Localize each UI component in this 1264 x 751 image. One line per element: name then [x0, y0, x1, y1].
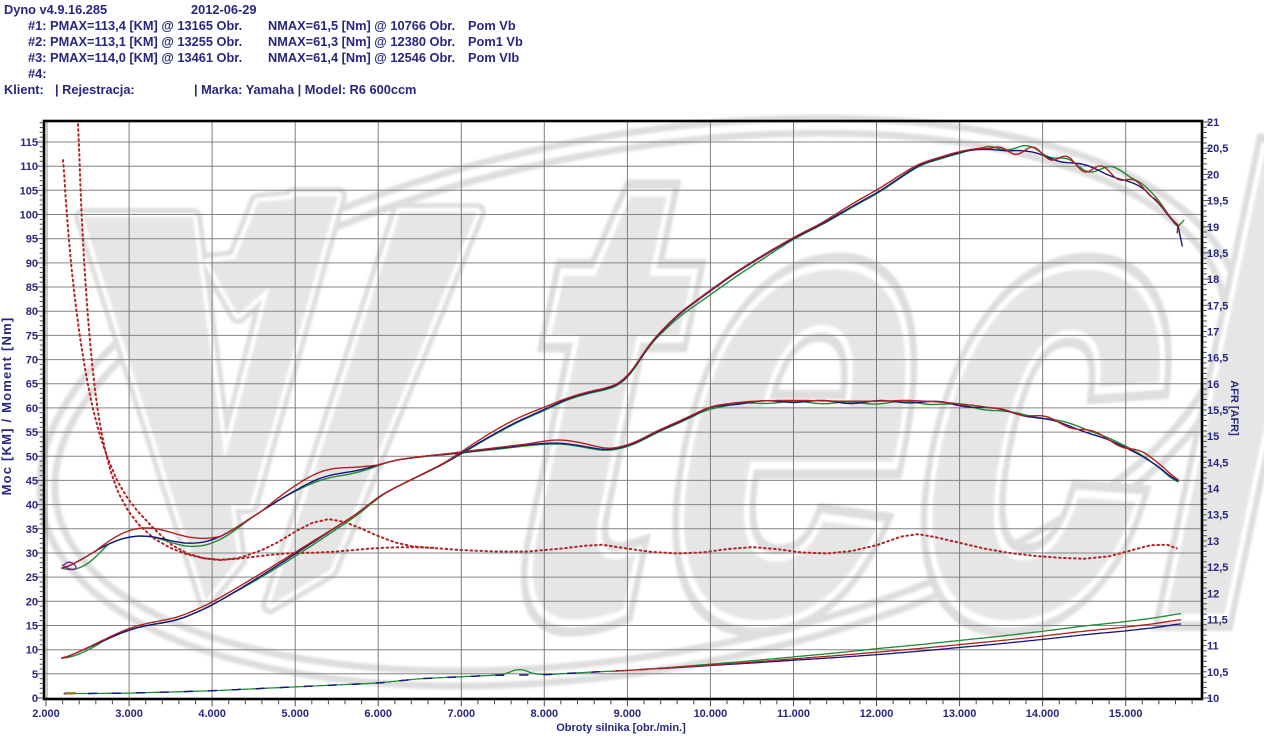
svg-text:AFR [AFR]: AFR [AFR] [1228, 380, 1240, 436]
svg-text:14,5: 14,5 [1207, 457, 1228, 469]
svg-text:11: 11 [1207, 641, 1219, 653]
svg-text:70: 70 [26, 355, 38, 367]
svg-text:55: 55 [26, 427, 38, 439]
svg-text:17,5: 17,5 [1207, 300, 1228, 312]
svg-text:3.000: 3.000 [115, 708, 143, 720]
svg-text:95: 95 [26, 234, 38, 246]
svg-text:12.000: 12.000 [860, 708, 894, 720]
svg-text:19: 19 [1207, 222, 1219, 234]
svg-text:15.000: 15.000 [1109, 708, 1143, 720]
svg-text:16,5: 16,5 [1207, 353, 1228, 365]
svg-text:20: 20 [1207, 169, 1219, 181]
svg-text:10: 10 [26, 645, 38, 657]
svg-text:85: 85 [26, 282, 38, 294]
svg-text:7.000: 7.000 [448, 708, 476, 720]
svg-text:90: 90 [26, 258, 38, 270]
svg-text:6.000: 6.000 [364, 708, 392, 720]
svg-text:11,5: 11,5 [1207, 615, 1228, 627]
svg-text:Moc [KM] / Moment [Nm]: Moc [KM] / Moment [Nm] [0, 317, 14, 496]
svg-text:20,5: 20,5 [1207, 143, 1228, 155]
svg-text:25: 25 [26, 572, 38, 584]
svg-text:15: 15 [26, 621, 38, 633]
svg-text:4.000: 4.000 [198, 708, 226, 720]
svg-text:100: 100 [20, 210, 38, 222]
svg-text:40: 40 [26, 500, 38, 512]
svg-text:13: 13 [1207, 536, 1219, 548]
svg-text:2.000: 2.000 [32, 708, 60, 720]
svg-text:13,5: 13,5 [1207, 510, 1228, 522]
svg-text:20: 20 [26, 596, 38, 608]
svg-text:50: 50 [26, 451, 38, 463]
svg-text:0: 0 [32, 693, 38, 705]
svg-text:60: 60 [26, 403, 38, 415]
svg-text:12: 12 [1207, 588, 1219, 600]
svg-text:11.000: 11.000 [777, 708, 810, 720]
svg-text:10,5: 10,5 [1207, 667, 1228, 679]
svg-text:35: 35 [26, 524, 38, 536]
svg-text:105: 105 [20, 185, 38, 197]
svg-text:5: 5 [32, 669, 38, 681]
svg-text:14: 14 [1207, 484, 1220, 496]
svg-text:80: 80 [26, 306, 38, 318]
svg-text:21: 21 [1207, 117, 1219, 129]
svg-text:75: 75 [26, 330, 38, 342]
svg-text:19,5: 19,5 [1207, 196, 1228, 208]
svg-text:115: 115 [20, 137, 38, 149]
svg-text:14.000: 14.000 [1026, 708, 1060, 720]
svg-text:110: 110 [20, 161, 38, 173]
svg-text:10.000: 10.000 [694, 708, 728, 720]
svg-text:Obroty silnika [obr./min.]: Obroty silnika [obr./min.] [556, 722, 686, 734]
svg-text:10: 10 [1207, 693, 1219, 705]
svg-text:13.000: 13.000 [943, 708, 977, 720]
svg-text:45: 45 [26, 475, 38, 487]
svg-text:8.000: 8.000 [531, 708, 559, 720]
svg-text:18,5: 18,5 [1207, 248, 1228, 260]
svg-text:17: 17 [1207, 327, 1219, 339]
svg-text:16: 16 [1207, 379, 1219, 391]
svg-text:30: 30 [26, 548, 38, 560]
svg-text:15,5: 15,5 [1207, 405, 1228, 417]
svg-text:15: 15 [1207, 431, 1219, 443]
svg-text:5.000: 5.000 [281, 708, 309, 720]
svg-text:9.000: 9.000 [614, 708, 642, 720]
svg-text:65: 65 [26, 379, 38, 391]
svg-text:18: 18 [1207, 274, 1219, 286]
svg-text:12,5: 12,5 [1207, 562, 1228, 574]
